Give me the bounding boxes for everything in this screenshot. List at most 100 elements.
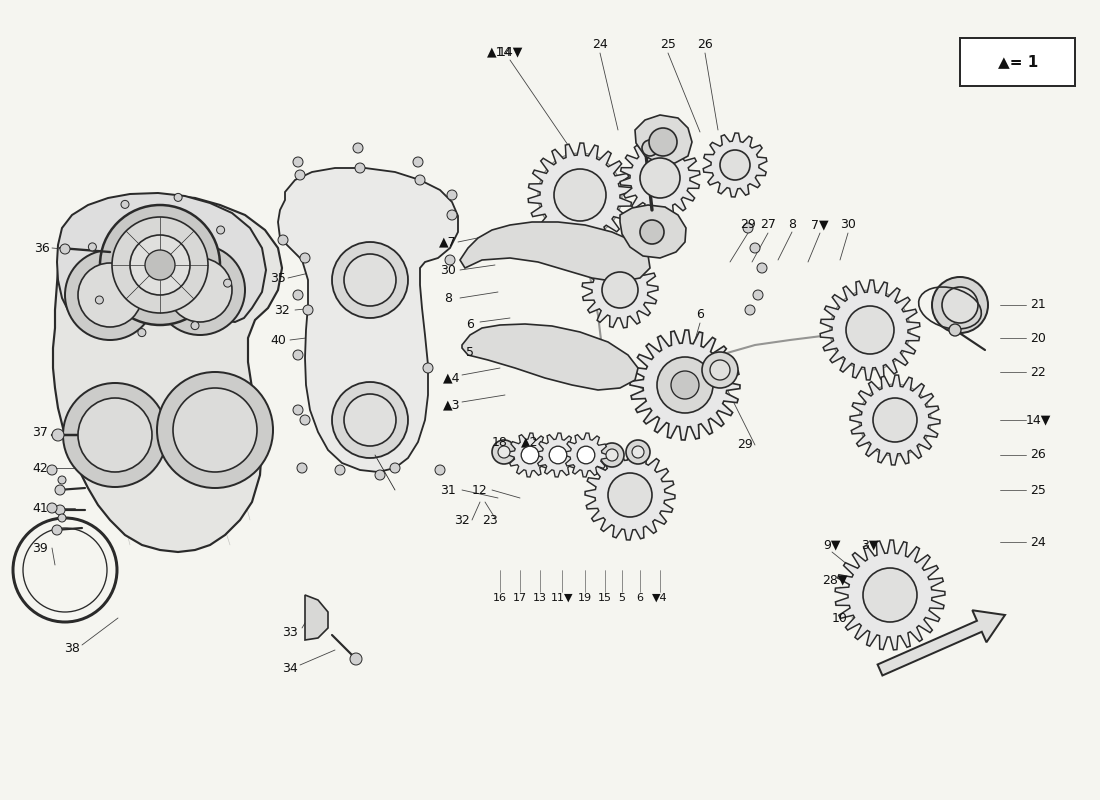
Polygon shape (508, 433, 552, 477)
Circle shape (173, 388, 257, 472)
Circle shape (96, 296, 103, 304)
Text: 38: 38 (64, 642, 80, 654)
Circle shape (130, 235, 190, 295)
Circle shape (191, 322, 199, 330)
Text: 24: 24 (592, 38, 608, 51)
Circle shape (549, 446, 566, 464)
Circle shape (63, 383, 167, 487)
Circle shape (88, 243, 97, 251)
Circle shape (300, 415, 310, 425)
Circle shape (873, 398, 917, 442)
Circle shape (293, 290, 303, 300)
Circle shape (58, 514, 66, 522)
Text: 39: 39 (32, 542, 48, 554)
Circle shape (750, 243, 760, 253)
Circle shape (60, 244, 70, 254)
Text: 33: 33 (282, 626, 298, 638)
Text: ▲14: ▲14 (487, 46, 513, 58)
Text: 34: 34 (282, 662, 298, 674)
Circle shape (47, 465, 57, 475)
Circle shape (293, 405, 303, 415)
Circle shape (578, 446, 595, 464)
Text: 31: 31 (440, 483, 455, 497)
Text: ▼4: ▼4 (652, 593, 668, 603)
Circle shape (424, 363, 433, 373)
Circle shape (302, 305, 313, 315)
Circle shape (554, 169, 606, 221)
Circle shape (864, 568, 917, 622)
Polygon shape (460, 222, 650, 282)
Circle shape (350, 653, 362, 665)
Text: 24: 24 (1030, 535, 1046, 549)
Circle shape (344, 394, 396, 446)
Circle shape (295, 170, 305, 180)
Polygon shape (528, 143, 631, 247)
Polygon shape (57, 193, 266, 322)
FancyArrow shape (878, 610, 1005, 675)
Polygon shape (630, 330, 740, 440)
Circle shape (157, 372, 273, 488)
Text: ▲7: ▲7 (439, 235, 456, 249)
Circle shape (174, 194, 183, 202)
Text: 42: 42 (32, 462, 48, 474)
Circle shape (610, 476, 649, 514)
Circle shape (642, 140, 658, 156)
Circle shape (223, 279, 232, 287)
Text: 6: 6 (466, 318, 474, 331)
Circle shape (78, 398, 152, 472)
Text: 19: 19 (578, 593, 592, 603)
Circle shape (662, 362, 708, 408)
Polygon shape (582, 252, 658, 328)
Text: 37: 37 (32, 426, 48, 438)
Circle shape (720, 150, 750, 180)
Text: 13: 13 (534, 593, 547, 603)
Text: ▲2: ▲2 (521, 435, 539, 449)
Circle shape (558, 173, 602, 217)
Circle shape (293, 157, 303, 167)
Circle shape (52, 525, 62, 535)
Circle shape (608, 473, 652, 517)
Circle shape (710, 360, 730, 380)
Polygon shape (620, 138, 700, 218)
Text: 32: 32 (454, 514, 470, 526)
Text: 8: 8 (788, 218, 796, 231)
Circle shape (632, 446, 644, 458)
Text: 36: 36 (34, 242, 50, 254)
Text: ▲3: ▲3 (443, 398, 461, 411)
Circle shape (100, 205, 220, 325)
Circle shape (52, 429, 64, 441)
Circle shape (390, 463, 400, 473)
Circle shape (521, 446, 539, 464)
Text: 29: 29 (740, 218, 756, 231)
Circle shape (447, 190, 456, 200)
Text: 15: 15 (598, 593, 612, 603)
Circle shape (742, 223, 754, 233)
Circle shape (446, 255, 455, 265)
Text: 5: 5 (466, 346, 474, 358)
Circle shape (754, 290, 763, 300)
Text: 25: 25 (660, 38, 675, 51)
Text: 22: 22 (1030, 366, 1046, 378)
Circle shape (278, 235, 288, 245)
Circle shape (332, 382, 408, 458)
Circle shape (600, 443, 624, 467)
Circle shape (605, 274, 636, 306)
Circle shape (867, 572, 913, 618)
Circle shape (55, 485, 65, 495)
Circle shape (344, 254, 396, 306)
Polygon shape (462, 324, 638, 390)
Text: 26: 26 (1030, 449, 1046, 462)
Text: 26: 26 (697, 38, 713, 51)
Text: ▲= 1: ▲= 1 (998, 54, 1038, 70)
Polygon shape (835, 540, 945, 650)
Polygon shape (850, 375, 940, 465)
Circle shape (932, 277, 988, 333)
Text: 18: 18 (492, 435, 508, 449)
Polygon shape (564, 433, 608, 477)
Circle shape (55, 505, 65, 515)
Polygon shape (585, 450, 675, 540)
Text: 11▼: 11▼ (551, 593, 573, 603)
Circle shape (877, 402, 914, 438)
Circle shape (65, 250, 155, 340)
Circle shape (155, 245, 245, 335)
